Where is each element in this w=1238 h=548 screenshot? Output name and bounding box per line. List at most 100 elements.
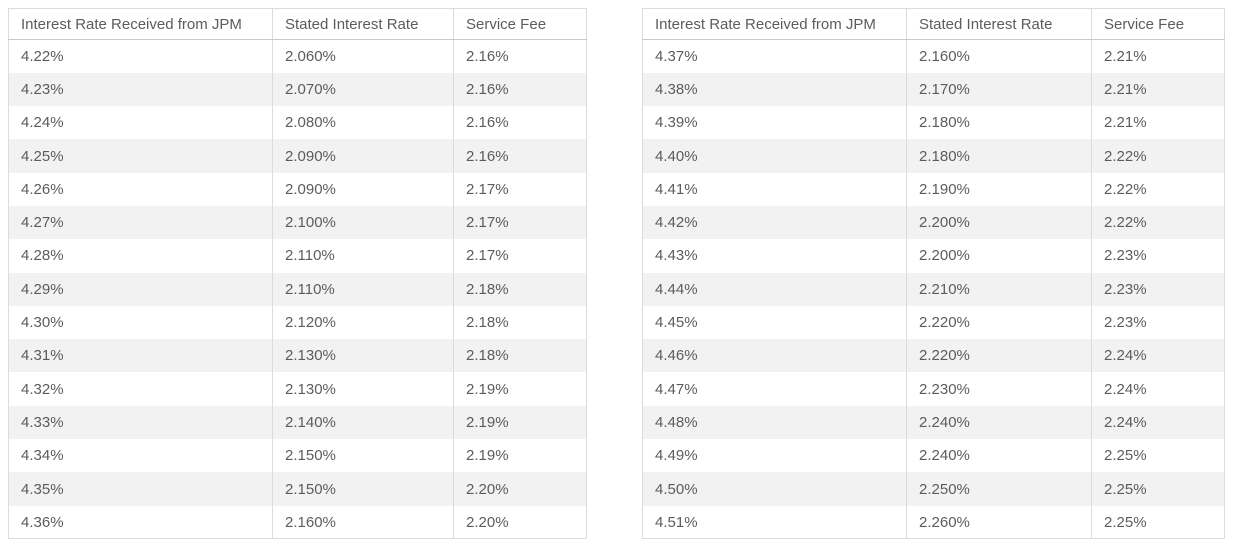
table-cell: 2.220% bbox=[906, 339, 1092, 373]
table-cell: 2.070% bbox=[272, 72, 454, 107]
table-cell: 4.28% bbox=[8, 239, 273, 273]
table-cell: 2.240% bbox=[906, 405, 1092, 440]
table-cell: 4.44% bbox=[642, 272, 907, 306]
table-cell: 4.46% bbox=[642, 339, 907, 373]
table-cell: 2.110% bbox=[272, 239, 454, 273]
table-cell: 2.22% bbox=[1091, 205, 1225, 240]
table-row: 4.37% 2.160% 2.21% bbox=[642, 39, 1225, 73]
table-cell: 2.230% bbox=[906, 372, 1092, 406]
table-cell: 4.30% bbox=[8, 305, 273, 340]
table-row: 4.44% 2.210% 2.23% bbox=[642, 272, 1225, 306]
table-cell: 2.060% bbox=[272, 39, 454, 73]
table-row: 4.26% 2.090% 2.17% bbox=[8, 172, 587, 206]
table-cell: 2.18% bbox=[453, 339, 587, 373]
table-cell: 2.100% bbox=[272, 205, 454, 240]
table-row: 4.46% 2.220% 2.24% bbox=[642, 339, 1225, 373]
table-row: 4.51% 2.260% 2.25% bbox=[642, 505, 1225, 539]
table-cell: 4.31% bbox=[8, 339, 273, 373]
table-row: 4.48% 2.240% 2.24% bbox=[642, 405, 1225, 440]
table-cell: 2.16% bbox=[453, 72, 587, 107]
table-row: 4.25% 2.090% 2.16% bbox=[8, 139, 587, 173]
table-body: 4.22% 2.060% 2.16% 4.23% 2.070% 2.16% 4.24% 2.0… bbox=[8, 39, 587, 539]
table-row: 4.23% 2.070% 2.16% bbox=[8, 72, 587, 107]
column-header: Service Fee bbox=[1091, 8, 1225, 40]
table-row: 4.41% 2.190% 2.22% bbox=[642, 172, 1225, 206]
table-cell: 4.40% bbox=[642, 139, 907, 173]
table-cell: 2.18% bbox=[453, 272, 587, 306]
table-cell: 4.41% bbox=[642, 172, 907, 206]
table-row: 4.39% 2.180% 2.21% bbox=[642, 106, 1225, 140]
table-cell: 2.24% bbox=[1091, 339, 1225, 373]
table-cell: 2.17% bbox=[466, 180, 509, 198]
table-row: 4.22% 2.060% 2.16% bbox=[8, 39, 587, 73]
table-row: 4.35% 2.150% 2.20% bbox=[8, 472, 587, 506]
table-cell: 4.22% bbox=[8, 39, 273, 73]
table-cell: 2.200% bbox=[906, 205, 1092, 240]
table-cell: 4.51% bbox=[642, 505, 907, 539]
table-row: 4.32% 2.130% 2.19% bbox=[8, 372, 587, 406]
table-cell: 2.21% bbox=[1091, 72, 1225, 107]
column-header: Stated Interest Rate bbox=[272, 8, 454, 40]
table-cell: 4.45% bbox=[642, 305, 907, 340]
table-row: 4.50% 2.250% 2.25% bbox=[642, 472, 1225, 506]
table-row: 4.27% 2.100% 2.17% bbox=[8, 205, 587, 240]
column-header: Stated Interest Rate bbox=[906, 8, 1092, 40]
table-row: 4.42% 2.200% 2.22% bbox=[642, 205, 1225, 240]
table-cell: 2.23% bbox=[1091, 272, 1225, 306]
table-cell: 4.43% bbox=[642, 239, 907, 273]
table-cell: 4.38% bbox=[642, 72, 907, 107]
table-cell: 2.24% bbox=[1104, 380, 1147, 398]
table-row: 4.30% 2.120% 2.18% bbox=[8, 305, 587, 340]
table-row: 4.49% 2.240% 2.25% bbox=[642, 439, 1225, 473]
table-row: 4.38% 2.170% 2.21% bbox=[642, 72, 1225, 107]
table-cell: 4.42% bbox=[642, 205, 907, 240]
table-cell: 4.26% bbox=[8, 172, 273, 206]
table-cell: 2.17% bbox=[453, 205, 587, 240]
table-cell: 2.190% bbox=[906, 172, 1092, 206]
table-cell: 4.48% bbox=[642, 405, 907, 440]
rate-table-right: Interest Rate Received from JPM Stated In… bbox=[642, 8, 1225, 540]
table-cell: 2.090% bbox=[272, 139, 454, 173]
table-cell: 4.24% bbox=[8, 106, 273, 140]
table-row: 4.28% 2.110% 2.17% bbox=[8, 239, 587, 273]
column-header: Interest Rate Received from JPM bbox=[8, 8, 273, 40]
table-cell: 2.24% bbox=[1091, 405, 1225, 440]
table-cell: 2.21% bbox=[1104, 47, 1147, 65]
table-row: 4.43% 2.200% 2.23% bbox=[642, 239, 1225, 273]
table-row: 4.31% 2.130% 2.18% bbox=[8, 339, 587, 373]
rate-table-left: Interest Rate Received from JPM Stated In… bbox=[8, 8, 587, 540]
table-cell: 2.22% bbox=[1091, 139, 1225, 173]
table-cell: 2.240% bbox=[906, 439, 1092, 473]
table-cell: 4.36% bbox=[8, 505, 273, 539]
table-cell: 4.50% bbox=[642, 472, 907, 506]
table-cell: 2.150% bbox=[272, 472, 454, 506]
table-cell: 4.27% bbox=[8, 205, 273, 240]
table-row: 4.33% 2.140% 2.19% bbox=[8, 405, 587, 440]
table-cell: 2.16% bbox=[466, 47, 509, 65]
table-cell: 2.16% bbox=[453, 139, 587, 173]
table-row: 4.24% 2.080% 2.16% bbox=[8, 106, 587, 140]
table-cell: 2.160% bbox=[906, 39, 1092, 73]
table-cell: 2.20% bbox=[466, 513, 509, 531]
table-cell: 2.19% bbox=[466, 447, 509, 465]
table-cell: 2.25% bbox=[1091, 472, 1225, 506]
table-cell: 2.23% bbox=[1104, 247, 1147, 265]
table-cell: 4.34% bbox=[8, 439, 273, 473]
table-cell: 2.25% bbox=[1104, 447, 1147, 465]
table-row: 4.34% 2.150% 2.19% bbox=[8, 439, 587, 473]
table-cell: 4.33% bbox=[8, 405, 273, 440]
table-cell: 4.25% bbox=[8, 139, 273, 173]
table-cell: 2.23% bbox=[1104, 314, 1147, 332]
table-cell: 2.19% bbox=[466, 380, 509, 398]
table-cell: 2.21% bbox=[1104, 114, 1147, 132]
table-cell: 2.22% bbox=[1104, 180, 1147, 198]
table-cell: 2.220% bbox=[906, 305, 1092, 340]
table-row: 4.47% 2.230% 2.24% bbox=[642, 372, 1225, 406]
table-cell: 2.180% bbox=[906, 106, 1092, 140]
table-row: 4.40% 2.180% 2.22% bbox=[642, 139, 1225, 173]
table-cell: 2.210% bbox=[906, 272, 1092, 306]
table-cell: 2.20% bbox=[453, 472, 587, 506]
table-cell: 4.32% bbox=[8, 372, 273, 406]
table-cell: 2.130% bbox=[272, 339, 454, 373]
